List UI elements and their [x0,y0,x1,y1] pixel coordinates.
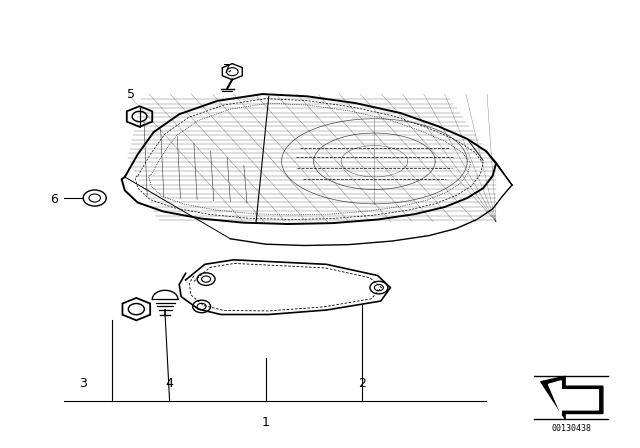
Polygon shape [541,376,603,419]
Text: 7: 7 [223,63,231,76]
Text: 00130438: 00130438 [551,424,591,433]
Circle shape [193,300,211,313]
Text: 5: 5 [127,87,135,101]
Text: 2: 2 [358,376,365,390]
Circle shape [370,281,388,294]
Polygon shape [548,381,598,414]
Circle shape [197,273,215,285]
Text: 1: 1 [262,415,269,429]
Text: 4: 4 [166,376,173,390]
Text: 6: 6 [51,193,58,206]
Text: 3: 3 [79,376,87,390]
